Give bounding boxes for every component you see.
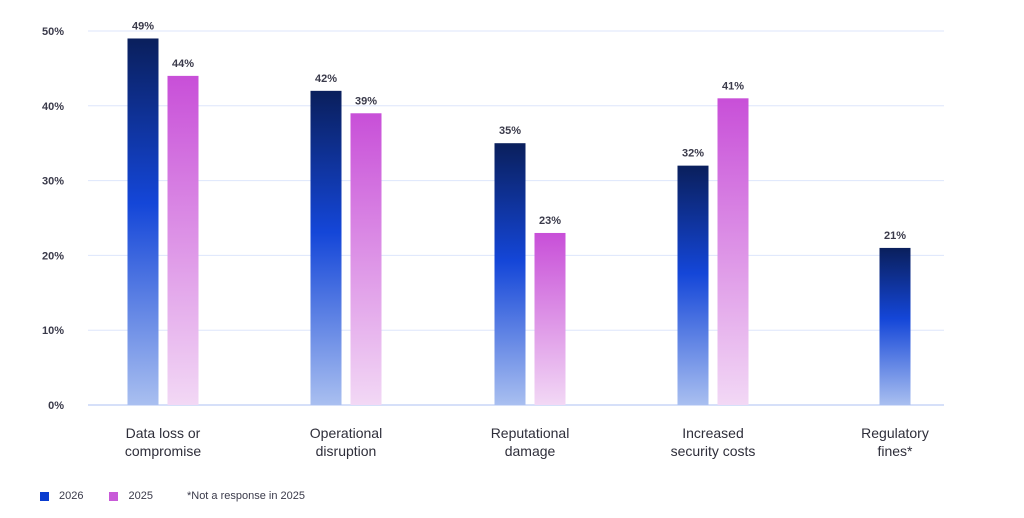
data-label: 39% [355,95,377,107]
data-label: 21% [884,230,906,242]
data-label: 44% [172,58,194,70]
bar-2026 [494,143,526,405]
y-tick-label: 10% [42,325,64,337]
legend-label-2026: 2026 [59,490,84,502]
data-label: 32% [682,148,704,160]
y-tick-label: 30% [42,176,64,188]
bar-2025 [167,75,199,405]
category-labels: Data loss or compromise Operational disrupt… [125,425,929,459]
bar-2026 [310,90,342,405]
data-label: 42% [315,73,337,85]
bar-2026 [127,38,159,405]
legend-swatch-2025 [109,491,119,501]
legend-item-2025: 2025 [109,490,153,502]
bar-2025 [350,113,382,405]
category-label: Increased security costs [671,425,756,459]
category-label: Operational disruption [310,425,382,459]
bar-chart: 0%10%20%30%40%50% 49%44%42%39%35%23%32%4… [42,20,944,459]
legend-label-2025: 2025 [128,490,153,502]
data-label: 41% [722,80,744,92]
bar-2025 [717,98,749,405]
category-label: Regulatory fines* [861,425,929,459]
bar-2026 [677,165,709,405]
bars: 49% 44% 42% 39% 35% 23% 32% 41% 21% [127,20,911,405]
data-label: 23% [539,215,561,227]
y-tick-label: 40% [42,101,64,113]
legend-item-2026: 2026 [40,490,83,502]
legend-swatch-2026 [40,491,49,501]
y-tick-label: 20% [42,250,64,262]
legend: 2026 2025 *Not a response in 2025 [40,490,305,502]
bar-2025 [534,232,566,405]
data-label: 49% [132,20,154,32]
y-tick-label: 0% [48,400,64,412]
category-label: Reputational damage [491,425,570,459]
category-label: Data loss or compromise [125,425,201,459]
y-tick-label: 50% [42,26,64,38]
bar-2026 [879,247,911,405]
data-label: 35% [499,125,521,137]
legend-note: *Not a response in 2025 [186,490,305,502]
y-axis-ticks: 0% 10% 20% 30% 40% 50% [42,26,64,412]
